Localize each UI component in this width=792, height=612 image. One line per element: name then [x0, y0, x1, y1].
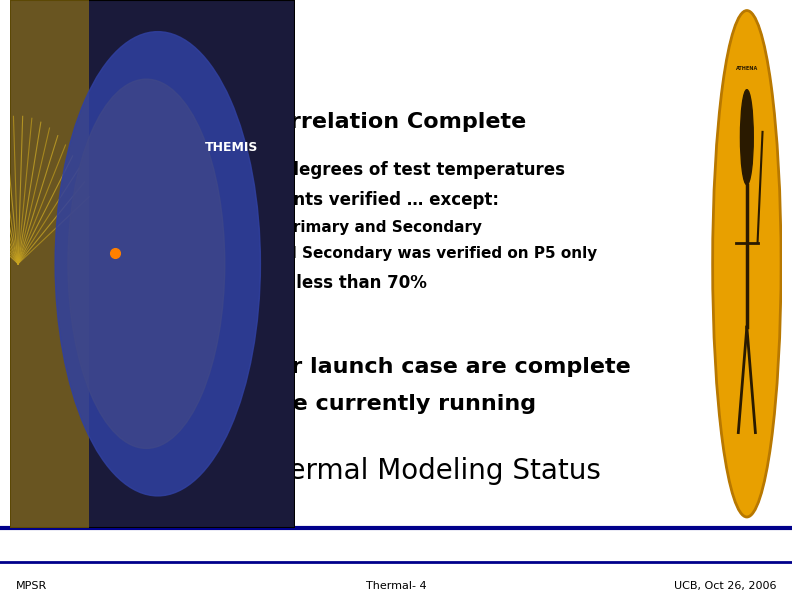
- Text: Thermostat set points verified … except:: Thermostat set points verified … except:: [115, 190, 499, 209]
- Text: MPSR: MPSR: [16, 581, 47, 591]
- Text: Thermal Modeling Status: Thermal Modeling Status: [254, 457, 601, 485]
- Ellipse shape: [55, 32, 261, 496]
- Text: –: –: [135, 247, 143, 261]
- Text: IDPU and BAU Primary and Secondary: IDPU and BAU Primary and Secondary: [157, 220, 482, 235]
- Text: ATHENA: ATHENA: [736, 66, 758, 71]
- Text: The remainder are currently running: The remainder are currently running: [75, 394, 536, 414]
- Text: Flight Predicts for launch case are complete: Flight Predicts for launch case are comp…: [75, 357, 631, 377]
- Text: Heater duty cycles less than 70%: Heater duty cycles less than 70%: [115, 274, 427, 292]
- Text: •: •: [86, 190, 96, 209]
- Ellipse shape: [68, 79, 225, 449]
- Text: IRU Primary and Secondary was verified on P5 only: IRU Primary and Secondary was verified o…: [157, 247, 597, 261]
- Text: •: •: [37, 394, 50, 414]
- Text: UCB, Oct 26, 2006: UCB, Oct 26, 2006: [674, 581, 776, 591]
- Text: –: –: [135, 220, 143, 235]
- Text: •: •: [86, 161, 96, 179]
- Bar: [10, 0, 89, 528]
- Text: •: •: [37, 113, 50, 132]
- Text: THEMIS: THEMIS: [205, 141, 258, 154]
- Text: All boxes within 5 degrees of test temperatures: All boxes within 5 degrees of test tempe…: [115, 161, 565, 179]
- Text: Thermal- 4: Thermal- 4: [366, 581, 426, 591]
- Text: •: •: [86, 274, 96, 292]
- Text: Second Model Correlation Complete: Second Model Correlation Complete: [75, 113, 527, 132]
- Circle shape: [741, 90, 753, 185]
- Circle shape: [713, 10, 781, 517]
- Text: •: •: [37, 357, 50, 377]
